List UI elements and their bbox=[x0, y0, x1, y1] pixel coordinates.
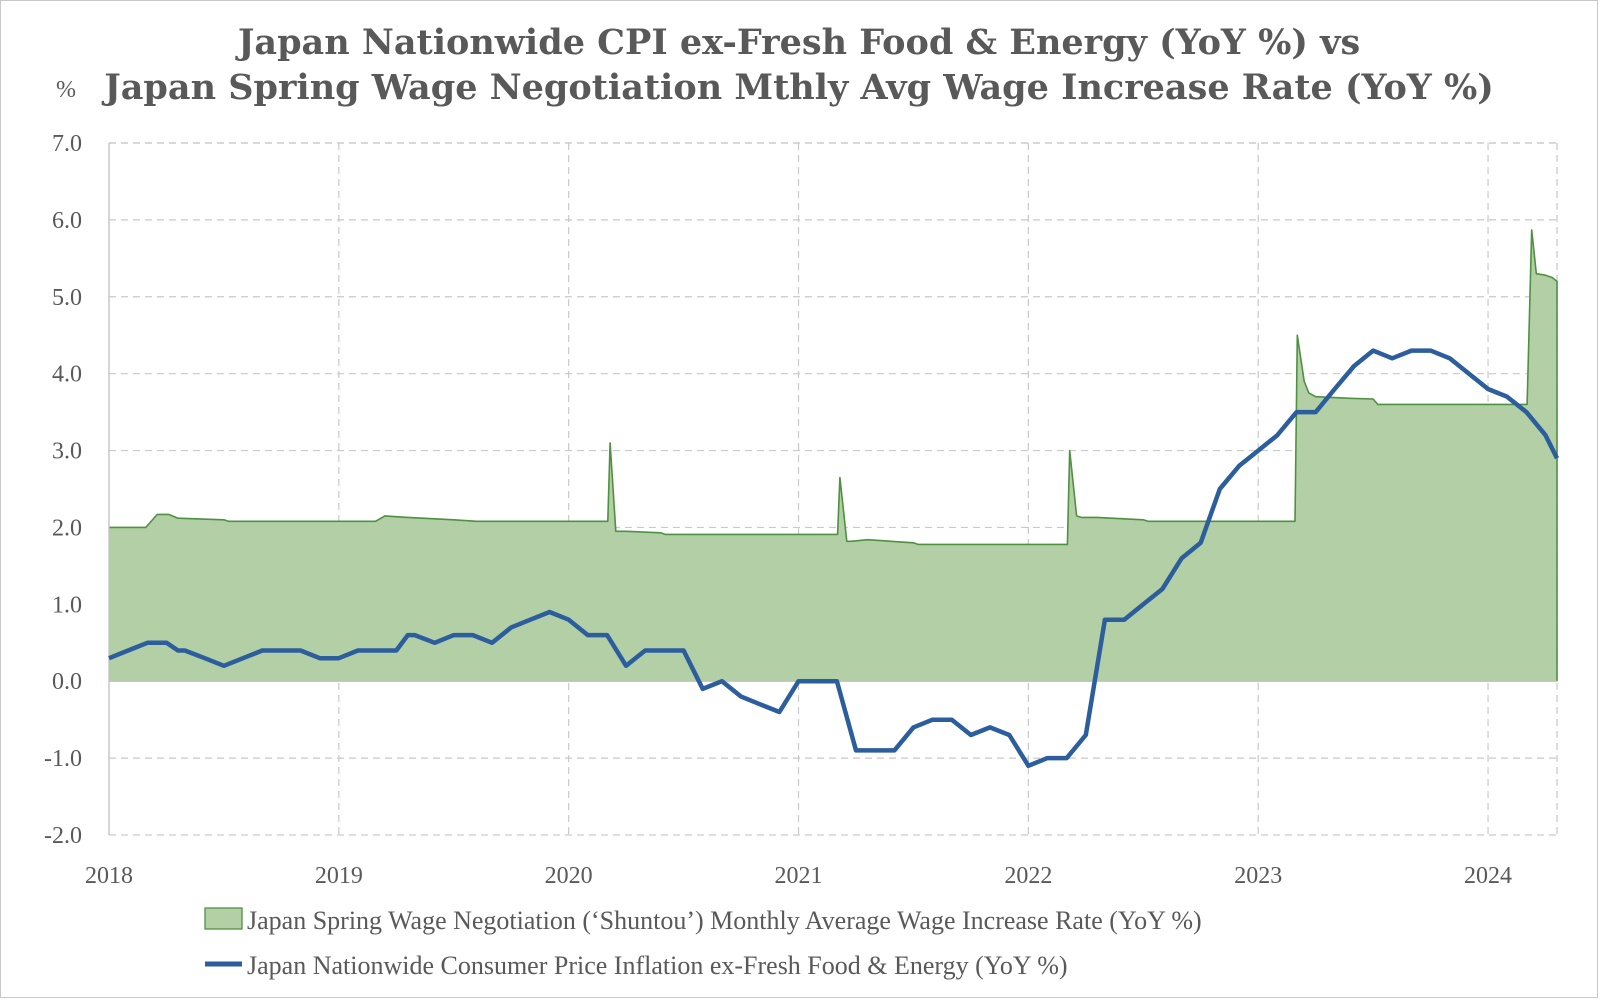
x-tick-label: 2018 bbox=[85, 863, 133, 889]
y-tick-label: -2.0 bbox=[44, 823, 82, 849]
x-tick-label: 2019 bbox=[315, 863, 363, 889]
x-tick-label: 2022 bbox=[1004, 863, 1052, 889]
y-tick-label: -1.0 bbox=[44, 746, 82, 772]
x-tick-label: 2023 bbox=[1234, 863, 1282, 889]
y-tick-label: 0.0 bbox=[52, 669, 82, 695]
wage-area-outline bbox=[109, 229, 1558, 682]
legend-wage-label: Japan Spring Wage Negotiation (‘Shuntou’… bbox=[247, 906, 1202, 935]
y-tick-label: 5.0 bbox=[52, 285, 82, 311]
y-axis-unit-label: % bbox=[56, 77, 76, 103]
x-tick-label: 2024 bbox=[1464, 863, 1512, 889]
y-tick-label: 3.0 bbox=[52, 439, 82, 465]
y-tick-label: 2.0 bbox=[52, 515, 82, 541]
y-tick-label: 4.0 bbox=[52, 362, 82, 388]
x-tick-label: 2020 bbox=[545, 863, 593, 889]
y-tick-label: 1.0 bbox=[52, 592, 82, 618]
y-tick-label: 6.0 bbox=[52, 208, 82, 234]
x-tick-label: 2021 bbox=[775, 863, 823, 889]
chart-title-line2: Japan Spring Wage Negotiation Mthly Avg … bbox=[101, 67, 1494, 108]
legend-wage-swatch bbox=[204, 907, 243, 930]
wage-area-fill bbox=[109, 229, 1557, 682]
y-tick-label: 7.0 bbox=[52, 131, 82, 157]
cpi-line bbox=[108, 348, 1560, 769]
chart-title-line1: Japan Nationwide CPI ex-Fresh Food & Ene… bbox=[235, 22, 1360, 63]
legend-cpi-label: Japan Nationwide Consumer Price Inflatio… bbox=[247, 951, 1068, 980]
